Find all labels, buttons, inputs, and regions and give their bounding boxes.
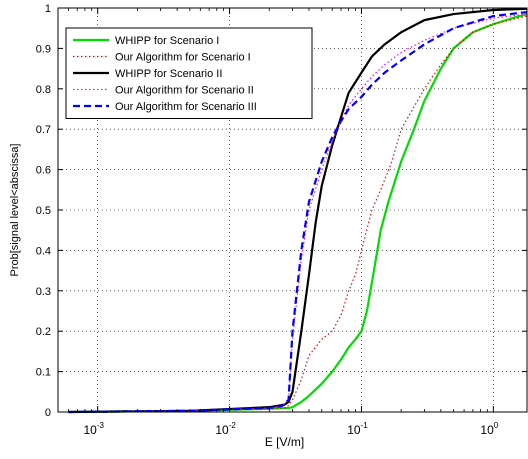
y-tick-label: 0.7 bbox=[36, 124, 51, 136]
y-tick-label: 0.6 bbox=[36, 165, 51, 177]
series-group bbox=[68, 7, 528, 414]
y-tick-label: 1 bbox=[45, 3, 51, 15]
y-tick-label: 0.9 bbox=[36, 43, 51, 55]
series-line-2 bbox=[68, 15, 528, 413]
x-axis-label: E [V/m] bbox=[265, 435, 304, 449]
y-tick-label: 0.5 bbox=[36, 205, 51, 217]
series-line-5 bbox=[68, 10, 528, 414]
y-tick-label: 0.8 bbox=[36, 84, 51, 96]
y-tick-label: 0.3 bbox=[36, 286, 51, 298]
legend: WHIPP for Scenario I Our Algorithm for Sc… bbox=[65, 27, 313, 119]
y-tick-label: 0 bbox=[45, 407, 51, 419]
legend-label: Our Algorithm for Scenario I bbox=[115, 52, 251, 64]
grid bbox=[58, 8, 527, 412]
legend-label: WHIPP for Scenario I bbox=[115, 35, 219, 47]
y-axis-label: Prob[signal level<abscissa] bbox=[9, 144, 21, 277]
series-line-3 bbox=[68, 7, 528, 414]
legend-label: Our Algorithm for Scenario III bbox=[115, 101, 257, 113]
y-tick-label: 0.1 bbox=[36, 367, 51, 379]
legend-label: Our Algorithm for Scenario II bbox=[115, 85, 254, 97]
y-tick-label: 0.2 bbox=[36, 326, 51, 338]
y-tick-label: 0.4 bbox=[36, 245, 51, 257]
legend-label: WHIPP for Scenario II bbox=[115, 68, 222, 80]
